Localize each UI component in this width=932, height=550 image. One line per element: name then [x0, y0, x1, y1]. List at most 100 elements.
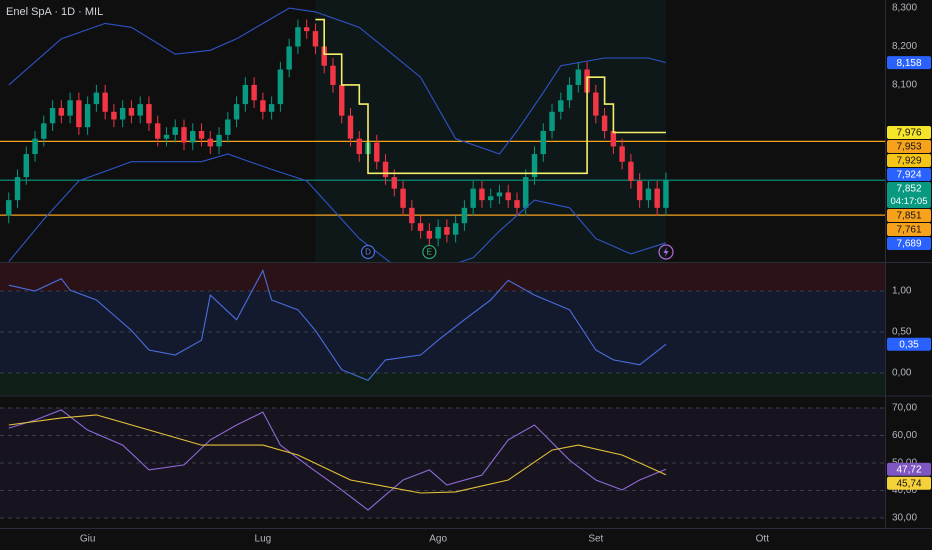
event-label: E: [427, 248, 432, 257]
candle-body: [14, 177, 21, 201]
x-tick-label: Giu: [80, 534, 96, 545]
candle-body: [41, 123, 47, 139]
candle-body: [93, 92, 100, 105]
candle-body: [654, 188, 660, 208]
x-tick-label: Ago: [429, 534, 447, 545]
candle-body: [119, 107, 126, 120]
candle-body: [566, 84, 573, 101]
price-tag: [887, 209, 931, 223]
candle-body: [452, 223, 459, 235]
candle-body: [76, 100, 82, 128]
price-tag: [887, 337, 931, 351]
candle-body: [435, 227, 441, 239]
candle-body: [549, 111, 555, 131]
candle-body: [610, 131, 617, 147]
price-tag-label: 47,72: [896, 464, 921, 475]
candle-body: [645, 188, 652, 201]
candle-body: [417, 223, 424, 231]
candle-body: [233, 104, 240, 120]
zone-low: [0, 373, 885, 395]
candle-body: [540, 131, 546, 155]
candle-body: [558, 100, 564, 112]
price-tag: [887, 140, 931, 154]
x-tick-label: Set: [588, 534, 603, 545]
y-tick-label: 40,00: [892, 485, 917, 496]
pane: [0, 407, 885, 519]
candle-body: [400, 188, 406, 208]
candle-body: [49, 107, 56, 124]
countdown: 04:17:05: [891, 196, 928, 207]
price-tag-label: 7,852: [896, 184, 921, 195]
candle-body: [321, 46, 327, 66]
candle-body: [163, 134, 170, 139]
price-tag: [887, 154, 931, 168]
candle-body: [339, 84, 345, 116]
series-line: [8, 7, 667, 155]
candle-body: [470, 188, 476, 208]
price-tag-label: 7,924: [896, 170, 921, 181]
price-tag-label: 8,158: [896, 58, 921, 69]
pane: [0, 263, 885, 395]
candle-body: [628, 161, 634, 181]
y-tick-label: 8,200: [892, 41, 917, 52]
candle-body: [593, 92, 599, 116]
candle-body: [312, 31, 319, 47]
candle-body: [286, 46, 292, 70]
event-marker: [360, 244, 376, 260]
candle-body: [102, 92, 108, 112]
y-tick-label: 30,00: [892, 513, 917, 524]
candle-body: [207, 138, 214, 147]
price-tag-label: 7,953: [896, 142, 921, 153]
chart-title: Enel SpA · 1D · MIL: [6, 6, 103, 18]
series-line: [8, 269, 667, 382]
price-tag: [887, 462, 931, 476]
candle-body: [575, 69, 582, 85]
candle-body: [216, 134, 222, 147]
candle-body: [190, 131, 196, 143]
price-tag: [887, 182, 931, 209]
candle-body: [225, 119, 231, 135]
y-tick-label: 0,50: [892, 327, 912, 338]
y-tick-label: 60,00: [892, 430, 917, 441]
candle-body: [128, 107, 135, 116]
price-tag-label: 0,35: [899, 339, 919, 350]
event-marker: [422, 244, 437, 260]
y-tick-label: 70,00: [892, 403, 917, 414]
candle-body: [496, 192, 503, 197]
candle-body: [303, 27, 310, 32]
candle-body: [409, 207, 415, 224]
y-tick-label: 8,100: [892, 80, 917, 91]
y-tick-label: 0,00: [892, 368, 912, 379]
candle-body: [111, 111, 117, 120]
series-line: [8, 409, 667, 511]
candle-body: [251, 84, 257, 101]
candle-body: [277, 69, 284, 105]
candle-body: [636, 180, 643, 201]
series-line: [8, 153, 667, 262]
candle-body: [461, 207, 468, 224]
candle-body: [479, 188, 485, 201]
y-tick-label: 1,00: [892, 286, 912, 297]
candle-body: [58, 107, 65, 116]
candle-body: [84, 104, 91, 128]
lightning-icon[interactable]: [658, 244, 674, 260]
candle-body: [330, 65, 336, 85]
candle-body: [523, 177, 529, 208]
y-tick-label: 8,300: [892, 3, 917, 14]
price-tag-label: 45,74: [896, 478, 921, 489]
price-tag: [887, 223, 931, 237]
event-label: D: [365, 248, 371, 257]
price-tag: [887, 476, 931, 490]
candle-body: [137, 104, 143, 116]
candle-body: [295, 27, 301, 47]
candle-body: [347, 115, 354, 139]
candle-body: [374, 142, 380, 162]
candle-body: [382, 161, 389, 178]
x-tick-label: Ott: [756, 534, 770, 545]
candle-body: [426, 230, 433, 239]
candle-body: [23, 154, 30, 178]
zone-high: [0, 263, 885, 291]
candle-body: [155, 123, 161, 139]
